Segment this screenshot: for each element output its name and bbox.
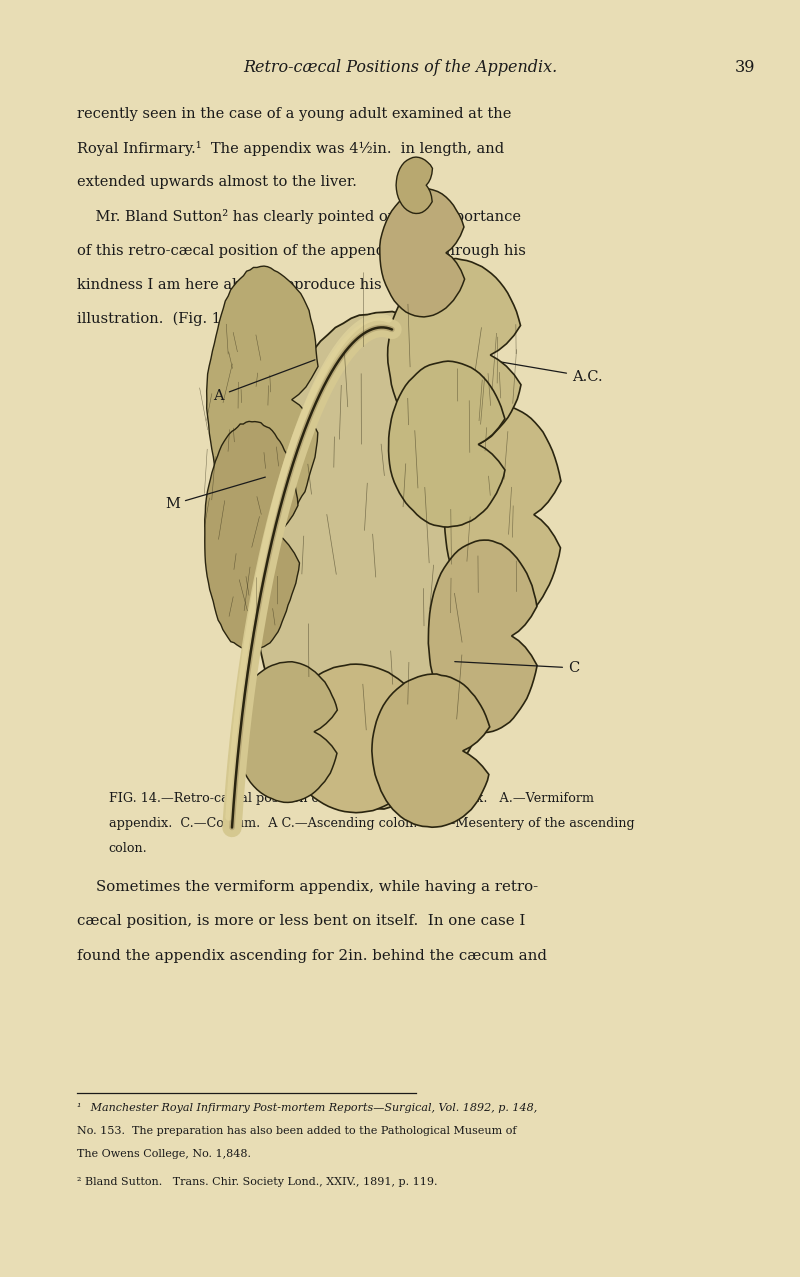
Text: cæcal position, is more or less bent on itself.  In one case I: cæcal position, is more or less bent on … [77,914,525,928]
Text: illustration.  (Fig. 15.): illustration. (Fig. 15.) [77,312,240,327]
Text: recently seen in the case of a young adult examined at the: recently seen in the case of a young adu… [77,107,511,120]
Text: A: A [214,360,315,402]
PathPatch shape [205,421,299,650]
Text: Retro-cæcal Positions of the Appendix.: Retro-cæcal Positions of the Appendix. [243,59,557,77]
Text: No. 153.  The preparation has also been added to the Pathological Museum of: No. 153. The preparation has also been a… [77,1126,516,1135]
Text: C: C [454,661,579,674]
Text: The Owens College, No. 1,848.: The Owens College, No. 1,848. [77,1149,251,1158]
PathPatch shape [428,540,537,733]
Text: 39: 39 [734,59,755,77]
Text: Sometimes the vermiform appendix, while having a retro-: Sometimes the vermiform appendix, while … [77,880,538,894]
Text: ² Bland Sutton.   Trans. Chir. Society Lond., XXIV., 1891, p. 119.: ² Bland Sutton. Trans. Chir. Society Lon… [77,1177,438,1188]
PathPatch shape [444,406,561,624]
PathPatch shape [284,664,426,812]
Text: M: M [165,478,266,511]
Text: FIG. 14.—Retro-cæcal position of the vermiform appendix.   A.—Vermiform: FIG. 14.—Retro-cæcal position of the ver… [109,792,594,805]
PathPatch shape [252,312,513,810]
PathPatch shape [380,189,465,317]
Text: Mr. Bland Sutton² has clearly pointed out the importance: Mr. Bland Sutton² has clearly pointed ou… [77,209,521,225]
Text: extended upwards almost to the liver.: extended upwards almost to the liver. [77,175,357,189]
Text: Royal Infirmary.¹  The appendix was 4½in.  in length, and: Royal Infirmary.¹ The appendix was 4½in.… [77,140,504,156]
PathPatch shape [237,661,338,802]
Text: kindness I am here able to reproduce his very admirable: kindness I am here able to reproduce his… [77,278,498,291]
PathPatch shape [389,361,505,527]
PathPatch shape [388,258,521,451]
PathPatch shape [396,157,433,213]
Text: colon.: colon. [109,842,147,854]
Text: A.C.: A.C. [462,355,602,383]
Text: ¹  Manchester Royal Infirmary Post-mortem Reports—Surgical, Vol. 1892, p. 148,: ¹ Manchester Royal Infirmary Post-mortem… [77,1102,537,1112]
Text: appendix.  C.—Cœcum.  A C.—Ascending colon.  M.—Mesentery of the ascending: appendix. C.—Cœcum. A C.—Ascending colon… [109,817,634,830]
PathPatch shape [206,266,318,535]
Text: found the appendix ascending for 2in. behind the cæcum and: found the appendix ascending for 2in. be… [77,949,547,963]
Text: of this retro-cæcal position of the appendix, and through his: of this retro-cæcal position of the appe… [77,244,526,258]
PathPatch shape [372,674,490,827]
